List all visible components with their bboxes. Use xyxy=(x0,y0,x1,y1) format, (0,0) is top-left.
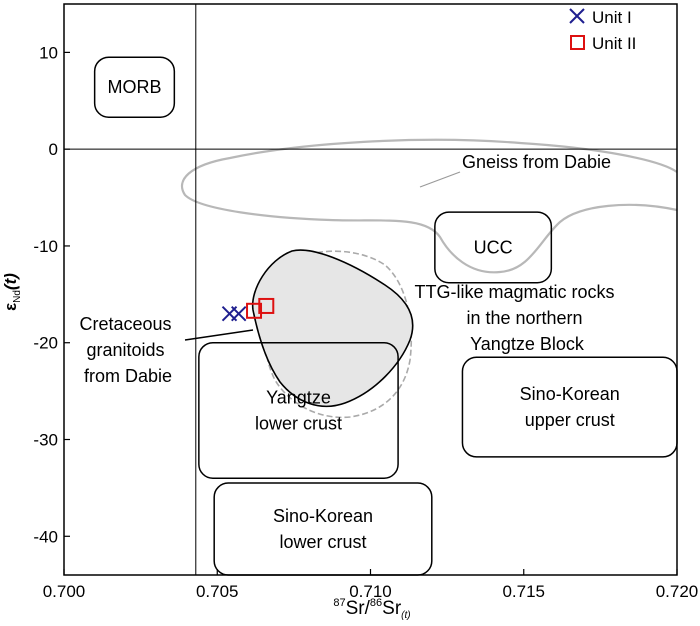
x-tick-label-5: 0.720 xyxy=(656,582,699,601)
annotation-cretaceous-line-2: granitoids xyxy=(86,340,164,360)
y-axis-label: εNd(t) xyxy=(1,273,23,311)
annotation-cretaceous-line-3: from Dabie xyxy=(84,366,172,386)
y-tick-label-6: -40 xyxy=(33,527,58,546)
x-axis-label-sup1: 87 xyxy=(333,597,345,609)
annotation-ttg-line-3: Yangtze Block xyxy=(470,334,585,354)
gneiss-outline xyxy=(180,138,678,274)
x-axis-label: 87Sr/86Sr(t) xyxy=(333,597,410,621)
x-axis-label-main: Sr xyxy=(382,598,402,619)
y-tick-label-1: 10 xyxy=(39,43,58,62)
annotation-ttg: TTG-like magmatic rocks in the northern … xyxy=(414,282,619,354)
field-label-sino-korean-upper-2: upper crust xyxy=(525,410,615,430)
y-tick-label-3: -10 xyxy=(33,237,58,256)
y-tick-label-2: 0 xyxy=(49,140,58,159)
gneiss-leader xyxy=(419,171,461,188)
x-axis-label-mid: Sr/ xyxy=(346,598,371,619)
point-unit-ii-2 xyxy=(258,297,275,314)
cretaceous-leader xyxy=(184,329,254,341)
x-axis-label-sup2: 86 xyxy=(370,597,382,609)
data-points xyxy=(221,297,275,322)
x-tick-label-3: 0.710 xyxy=(349,582,392,601)
annotation-gneiss: Gneiss from Dabie xyxy=(462,152,611,172)
field-yangtze-lower xyxy=(198,341,399,479)
x-tick-label-4: 0.715 xyxy=(502,582,545,601)
x-axis-label-sub: (t) xyxy=(401,610,410,621)
field-label-yangtze-lower-2: lower crust xyxy=(255,413,342,433)
field-label-morb-1: MORB xyxy=(107,77,161,97)
legend: Unit I Unit II xyxy=(569,8,636,53)
chart-shapes xyxy=(180,138,678,419)
composition-fields: MORB UCC Sino-Korean upper crust Yangtze lowe… xyxy=(93,56,678,576)
field-label-sino-korean-upper-1: Sino-Korean xyxy=(520,384,620,404)
legend-marker-unit-ii xyxy=(570,35,585,50)
axes: 0.700 0.705 0.710 0.715 0.720 10 0 -10 -20 -30 -40 xyxy=(33,3,699,601)
annotation-ttg-line-2: in the northern xyxy=(466,308,582,328)
cretaceous-field xyxy=(251,249,414,408)
legend-label-unit-i: Unit I xyxy=(592,8,632,27)
annotation-ttg-line-1: TTG-like magmatic rocks xyxy=(414,282,614,302)
field-sino-korean-upper xyxy=(461,356,678,458)
field-sino-korean-lower xyxy=(213,482,433,576)
field-label-ucc-1: UCC xyxy=(474,237,513,257)
y-axis-label-sub: Nd xyxy=(12,290,23,303)
field-label-sino-korean-lower-1: Sino-Korean xyxy=(273,506,373,526)
legend-marker-unit-i xyxy=(569,8,585,24)
field-label-yangtze-lower-1: Yangtze xyxy=(266,387,331,407)
field-label-sino-korean-lower-2: lower crust xyxy=(279,532,366,552)
point-unit-ii-1 xyxy=(246,302,263,319)
y-axis-label-main: ε xyxy=(1,303,20,311)
point-unit-i-2 xyxy=(230,305,247,322)
annotation-cretaceous: Cretaceous granitoids from Dabie xyxy=(79,314,176,386)
x-tick-label-2: 0.705 xyxy=(196,582,239,601)
field-morb xyxy=(93,56,176,118)
annotation-cretaceous-line-1: Cretaceous xyxy=(79,314,171,334)
y-axis-label-paren: (t) xyxy=(1,273,20,290)
reference-lines xyxy=(64,4,677,575)
y-tick-label-5: -30 xyxy=(33,431,58,450)
legend-label-unit-ii: Unit II xyxy=(592,34,636,53)
field-ucc xyxy=(434,211,553,284)
y-tick-label-4: -20 xyxy=(33,334,58,353)
x-tick-label-1: 0.700 xyxy=(43,582,86,601)
